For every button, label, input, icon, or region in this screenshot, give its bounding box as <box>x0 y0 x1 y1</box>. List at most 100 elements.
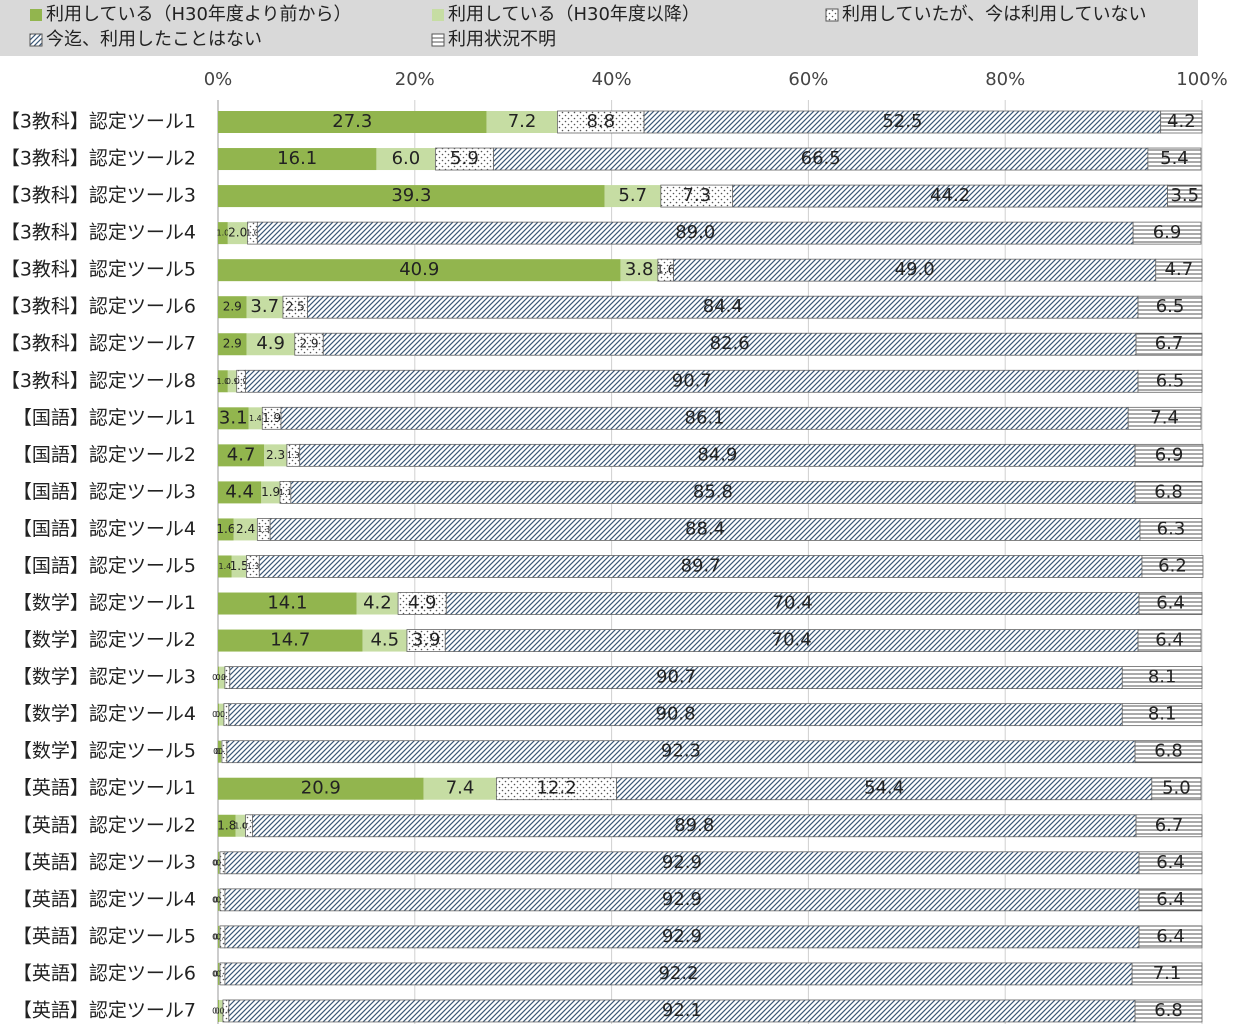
data-label: 1.4 <box>219 562 232 571</box>
data-label: 5.7 <box>618 185 647 206</box>
category-label: 【3教科】認定ツール8 <box>1 370 196 392</box>
data-label: 1.6 <box>216 522 235 536</box>
x-tick-label: 100% <box>1176 69 1227 90</box>
data-label: 0.4 <box>215 1006 228 1015</box>
bar-segment <box>1138 888 1203 912</box>
data-label: 2.9 <box>223 300 242 314</box>
data-label: 2.9 <box>299 337 318 351</box>
data-label: 84.4 <box>703 296 743 317</box>
bar-segment <box>1121 666 1203 689</box>
category-label: 【英語】認定ツール2 <box>13 814 196 836</box>
data-label: 84.9 <box>697 444 737 465</box>
data-label: 1.0 <box>217 377 230 386</box>
bar-segment <box>376 148 436 171</box>
data-label: 6.7 <box>1155 333 1184 354</box>
bar-segment <box>248 407 263 430</box>
bar-segment <box>246 333 295 356</box>
data-label: 0.6 <box>216 673 229 682</box>
legend-swatch <box>30 9 42 21</box>
x-tick-label: 40% <box>592 69 632 90</box>
data-label: 0.5 <box>221 673 234 682</box>
bar-segment <box>1137 295 1203 319</box>
bar-segment <box>1160 110 1203 134</box>
data-label: 3.1 <box>219 407 248 428</box>
data-label: 54.4 <box>864 778 904 799</box>
bar-segment <box>235 814 246 837</box>
data-label: 66.5 <box>801 148 841 169</box>
data-label: 3.5 <box>1170 185 1199 206</box>
data-label: 92.1 <box>662 1000 702 1021</box>
data-label: 1.3 <box>287 451 300 460</box>
bar-segment <box>218 814 236 837</box>
bar-segment <box>218 444 265 467</box>
bar-segment <box>1135 814 1203 838</box>
data-label: 6.8 <box>1154 1000 1183 1021</box>
data-label: 6.9 <box>1155 444 1184 465</box>
data-label: 1.3 <box>257 525 270 534</box>
legend-swatch <box>29 33 43 47</box>
data-label: 89.7 <box>681 555 721 576</box>
bar-segment <box>218 111 487 133</box>
data-label: 1.9 <box>261 485 280 499</box>
data-label: 92.9 <box>662 852 702 873</box>
data-label: 92.2 <box>658 963 698 984</box>
bar-segment <box>218 703 219 726</box>
data-label: 8.1 <box>1148 667 1177 688</box>
bar-segment <box>218 185 605 208</box>
data-label: 90.7 <box>656 667 696 688</box>
data-label: 4.7 <box>227 444 256 465</box>
category-label: 【英語】認定ツール5 <box>13 925 196 947</box>
data-label: 49.0 <box>895 259 935 280</box>
bar-segment <box>218 333 247 356</box>
bar-segment <box>218 777 424 800</box>
data-label: 0.1 <box>212 858 225 867</box>
data-label: 0.5 <box>220 710 233 719</box>
category-label: 【3教科】認定ツール7 <box>1 333 196 355</box>
bar-segment <box>246 296 283 319</box>
bar-segment <box>218 925 219 948</box>
data-label: 6.8 <box>1154 741 1183 762</box>
category-label: 【3教科】認定ツール6 <box>1 296 196 318</box>
data-label: 4.2 <box>1167 111 1196 132</box>
x-tick-label: 80% <box>985 69 1025 90</box>
data-label: 4.9 <box>256 333 285 354</box>
bar-segment <box>1121 703 1203 727</box>
legend-swatch <box>825 8 839 22</box>
legend-label: 利用していたが、今は利用していない <box>842 4 1147 25</box>
data-label: 6.4 <box>1156 593 1185 614</box>
category-label: 【英語】認定ツール1 <box>13 777 196 799</box>
bar-segment <box>1138 592 1203 615</box>
data-label: 7.2 <box>508 111 537 132</box>
data-label: 86.1 <box>685 407 725 428</box>
bar-segment <box>1139 518 1203 541</box>
data-label: 2.4 <box>236 522 255 536</box>
data-label: 4.7 <box>1165 259 1194 280</box>
bar-segment <box>1137 629 1202 652</box>
bar-segment <box>1131 962 1203 986</box>
bar-segment <box>218 629 363 652</box>
data-label: 92.3 <box>661 741 701 762</box>
bar-segment <box>218 148 377 171</box>
data-label: 4.9 <box>408 593 437 614</box>
data-label: 70.4 <box>772 630 812 651</box>
data-label: 0.5 <box>215 710 228 719</box>
data-label: 20.9 <box>301 778 341 799</box>
data-label: 0.5 <box>216 858 229 867</box>
data-label: 0.7 <box>243 821 256 830</box>
bar-segment <box>218 851 220 874</box>
category-label: 【3教科】認定ツール4 <box>1 222 196 244</box>
bar-segment <box>218 962 220 985</box>
data-label: 0.5 <box>216 969 229 978</box>
data-label: 7.4 <box>1150 407 1179 428</box>
bar-segment <box>218 888 220 911</box>
data-label: 0.5 <box>216 895 229 904</box>
category-label: 【3教科】認定ツール2 <box>1 148 196 170</box>
data-label: 85.8 <box>693 481 733 502</box>
data-label: 1.0 <box>246 229 259 238</box>
bar-segment <box>1138 925 1203 949</box>
legend-label: 利用している（H30年度以降） <box>448 4 700 25</box>
data-label: 92.9 <box>662 889 702 910</box>
data-label: 0.1 <box>213 969 226 978</box>
data-label: 0.1 <box>212 932 225 941</box>
data-label: 4.2 <box>363 593 392 614</box>
